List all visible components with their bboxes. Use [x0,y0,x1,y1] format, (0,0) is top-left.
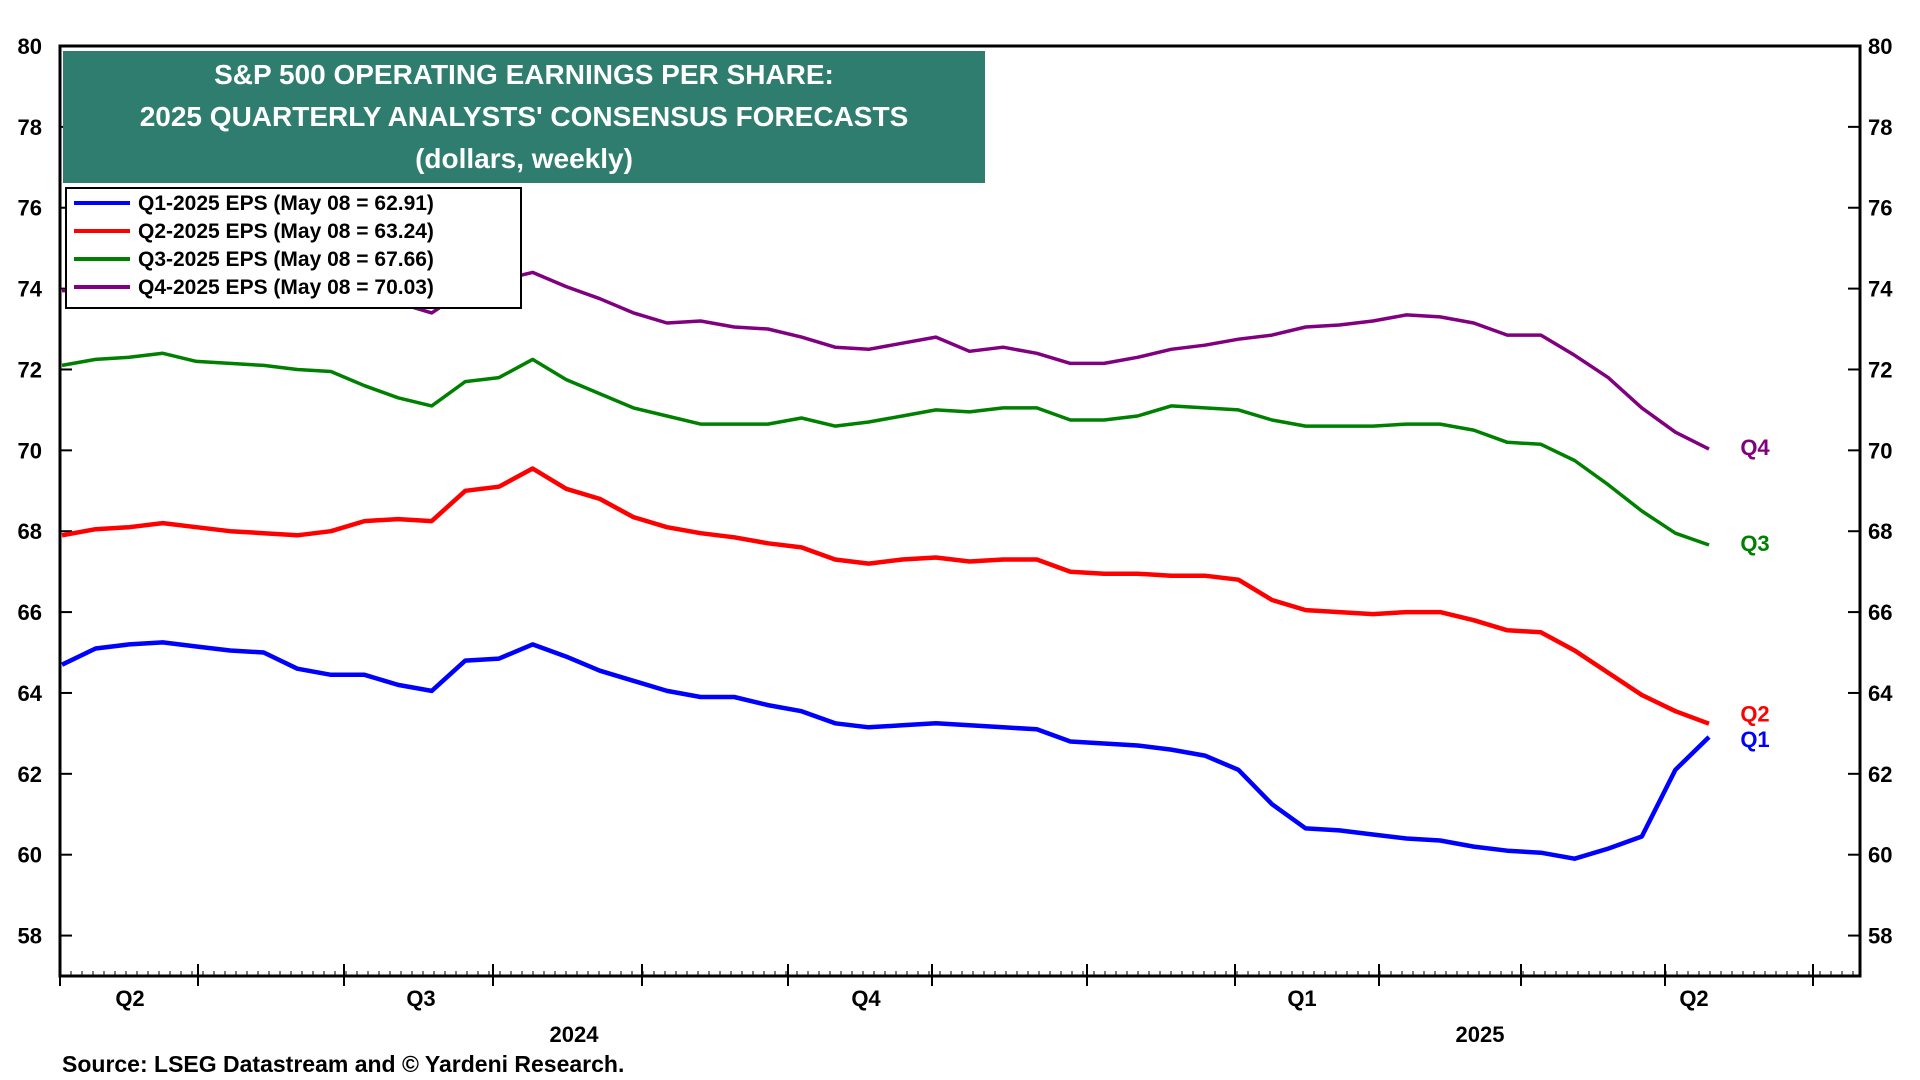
y-tick-label-left: 72 [18,357,42,382]
y-tick-label-left: 78 [18,115,42,140]
y-tick-label-right: 62 [1868,762,1892,787]
chart-title: S&P 500 OPERATING EARNINGS PER SHARE: [214,59,834,90]
chart-units: (dollars, weekly) [415,143,633,174]
legend-label-q1: Q1-2025 EPS (May 08 = 62.91) [138,192,434,215]
x-axis [59,964,1854,986]
y-tick-label-left: 66 [18,600,42,625]
y-tick-label-right: 70 [1868,438,1892,463]
y-tick-label-left: 58 [18,924,42,949]
y-tick-label-left: 68 [18,519,42,544]
y-tick-label-left: 80 [18,34,42,59]
end-label-q2: Q2 [1740,702,1769,727]
legend-box [65,187,522,309]
end-label-q1: Q1 [1740,727,1769,752]
series-line-q3 [61,351,1710,547]
x-label-q2-2024: Q2 [115,986,144,1011]
series-line-q2 [61,466,1710,726]
y-tick-label-left: 60 [18,843,42,868]
y-axes: 58 58 60 60 62 62 64 64 66 66 68 68 70 70 72 72 74 74 76 76… [18,34,1894,949]
y-tick-label-right: 74 [1868,277,1893,302]
legend-label-q4: Q4-2025 EPS (May 08 = 70.03) [138,276,434,299]
y-tick-label-left: 76 [18,196,42,221]
legend: Q1-2025 EPS (May 08 = 62.91) Q2-2025 EPS… [65,187,522,309]
end-label-q3: Q3 [1740,531,1769,556]
y-tick-label-right: 60 [1868,843,1892,868]
y-tick-label-right: 72 [1868,357,1892,382]
x-label-q4-2024: Q4 [851,986,881,1011]
end-label-q4: Q4 [1740,435,1770,460]
title-box: S&P 500 OPERATING EARNINGS PER SHARE: 20… [63,51,985,183]
y-tick-label-right: 68 [1868,519,1892,544]
chart-subtitle: 2025 QUARTERLY ANALYSTS' CONSENSUS FOREC… [140,101,909,132]
y-tick-label-left: 62 [18,762,42,787]
y-tick-label-left: 70 [18,438,42,463]
x-label-q3-2024: Q3 [406,986,435,1011]
x-year-2024: 2024 [550,1022,600,1047]
x-label-q1-2025: Q1 [1287,986,1316,1011]
x-year-2025: 2025 [1456,1022,1505,1047]
y-tick-label-right: 64 [1868,681,1893,706]
legend-label-q2: Q2-2025 EPS (May 08 = 63.24) [138,220,434,243]
y-tick-label-right: 78 [1868,115,1892,140]
plot-frame [58,44,1862,978]
x-label-q2-2025: Q2 [1679,986,1708,1011]
y-tick-label-right: 66 [1868,600,1892,625]
y-tick-label-right: 80 [1868,34,1892,59]
legend-label-q3: Q3-2025 EPS (May 08 = 67.66) [138,248,434,271]
series-line-q1 [61,640,1711,861]
y-tick-label-left: 74 [18,277,43,302]
y-tick-label-left: 64 [18,681,43,706]
source-note: Source: LSEG Datastream and © Yardeni Re… [62,1051,624,1077]
y-tick-label-right: 76 [1868,196,1892,221]
y-tick-label-right: 58 [1868,924,1892,949]
